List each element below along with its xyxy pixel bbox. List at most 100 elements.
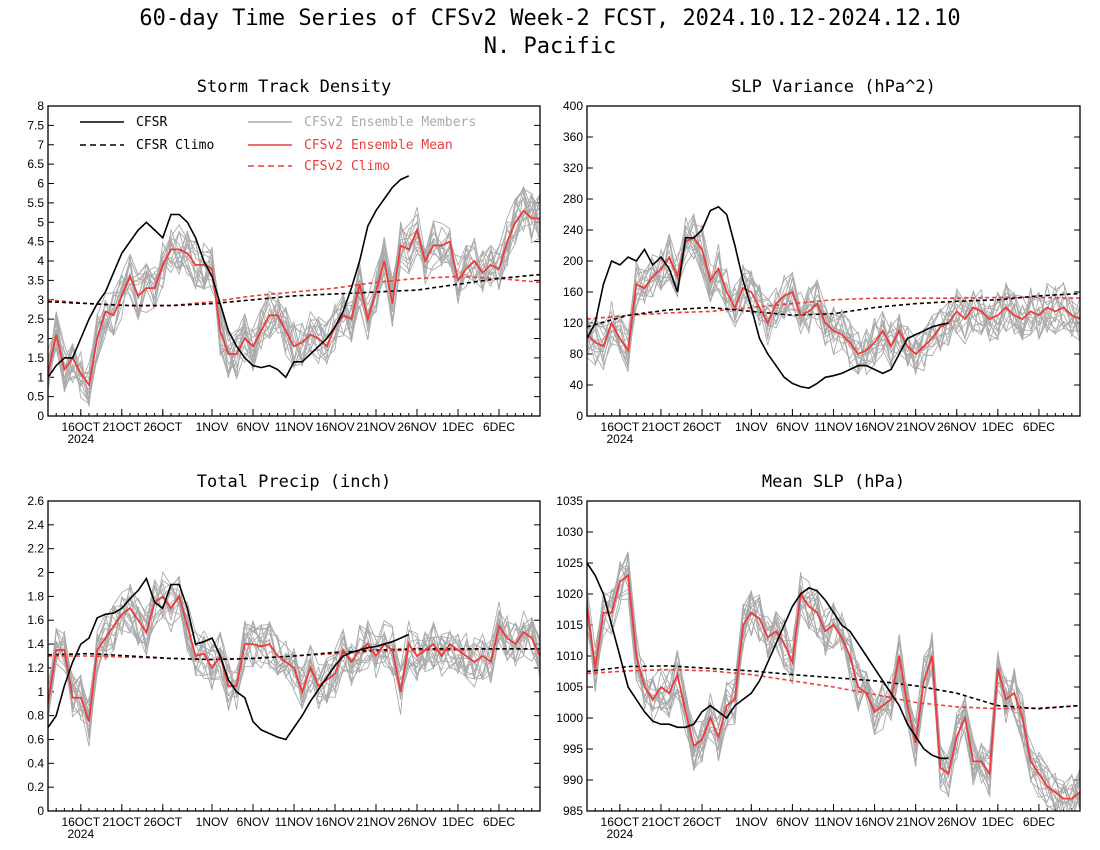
y-tick-label: 3.5 xyxy=(27,273,44,287)
panel-storm-track-density: Storm Track Density 0 0.5 1 1.5 2 2.5 3 3.5 4 4.5 5… xyxy=(27,77,541,446)
ensemble-member-line xyxy=(587,246,1080,371)
y-tick-label: 6.5 xyxy=(27,157,44,171)
x-tick-label: 1NOV xyxy=(735,420,768,434)
figure-title: 60-day Time Series of CFSv2 Week-2 FCST,… xyxy=(139,6,961,31)
y-tick-label: 1 xyxy=(37,370,44,384)
x-tick-label: 21NOV xyxy=(356,420,395,434)
cfsr-line xyxy=(587,205,949,389)
x-tick-label: 11NOV xyxy=(275,815,313,829)
y-tick-label: 240 xyxy=(563,223,583,237)
x-tick-label: 6DEC xyxy=(1023,815,1055,829)
panel-title: Total Precip (inch) xyxy=(197,472,391,492)
x-tick-label: 1DEC xyxy=(982,815,1014,829)
panel-slp-variance: SLP Variance (hPa^2) 0 40 80 120 160 200 240 280… xyxy=(563,77,1081,446)
x-tick-label: 16NOV xyxy=(855,815,894,829)
y-tick-label: 1.4 xyxy=(27,637,44,651)
x-tick-label: 6NOV xyxy=(237,815,270,829)
y-tick-label: 1025 xyxy=(556,556,583,570)
x-tick-label: 16NOV xyxy=(315,815,354,829)
cfsr-line xyxy=(48,576,410,741)
y-tick-label: 1020 xyxy=(556,587,583,601)
ensemble-member-line xyxy=(587,244,1080,367)
panel-title: SLP Variance (hPa^2) xyxy=(731,77,936,97)
x-tick-label: 21OCT xyxy=(102,420,141,434)
x-tick-label: 1DEC xyxy=(982,420,1014,434)
x-tick-label: 11NOV xyxy=(275,420,313,434)
y-tick-label: 2.6 xyxy=(27,494,44,508)
ensemble-mean-line xyxy=(48,594,540,722)
ensemble-member-line xyxy=(587,231,1080,367)
panel-title: Storm Track Density xyxy=(197,77,391,97)
x-tick-label: 1DEC xyxy=(442,420,474,434)
cfsr-climo-line xyxy=(48,273,540,307)
x-tick-label: 16OCT xyxy=(61,815,100,829)
panel-title: Mean SLP (hPa) xyxy=(762,472,905,492)
ensemble-member-line xyxy=(48,592,540,731)
cfsr-line xyxy=(48,175,410,379)
ensemble-member-line xyxy=(48,578,540,718)
y-tick-label: 995 xyxy=(563,742,583,756)
y-tick-label: 160 xyxy=(563,285,583,299)
x-tick-label: 6NOV xyxy=(776,815,809,829)
y-tick-label: 0.4 xyxy=(27,756,44,770)
legend: CFSR CFSR Climo CFSv2 Ensemble Members C… xyxy=(80,115,476,174)
panel-total-precip: Total Precip (inch) 0 0.2 0.4 0.6 0.8 1 1.2 1.4 1… xyxy=(27,472,541,841)
y-tick-label: 0 xyxy=(576,409,583,423)
plot-frame xyxy=(47,500,541,812)
ensemble-member-line xyxy=(587,217,1080,376)
ensemble-member-line xyxy=(587,558,1080,811)
y-tick-label: 320 xyxy=(563,161,583,175)
y-tick-label: 1005 xyxy=(556,680,583,694)
ensemble-mean-line xyxy=(48,209,540,388)
y-tick-label: 1015 xyxy=(556,618,583,632)
x-tick-label: 16OCT xyxy=(601,815,640,829)
legend-label-cfsr-climo: CFSR Climo xyxy=(136,138,214,153)
y-tick-label: 7 xyxy=(37,138,44,152)
x-tick-label: 21NOV xyxy=(356,815,395,829)
legend-label-members: CFSv2 Ensemble Members xyxy=(304,115,476,130)
legend-label-cfsr: CFSR xyxy=(136,115,167,130)
y-tick-label: 40 xyxy=(570,378,584,392)
cfsv2-climo-line xyxy=(587,668,1080,710)
x-tick-label: 1DEC xyxy=(442,815,474,829)
x-tick-label: 6NOV xyxy=(237,420,270,434)
cfsr-climo-line xyxy=(587,292,1080,328)
ensemble-member-line xyxy=(48,200,540,407)
y-tick-label: 2.4 xyxy=(27,518,44,532)
y-tick-label: 985 xyxy=(563,804,583,818)
y-tick-label: 0 xyxy=(37,804,44,818)
cfsr-line xyxy=(587,562,949,760)
y-tick-label: 1 xyxy=(37,685,44,699)
cfsr-climo-line xyxy=(587,665,1080,710)
ensemble-member-line xyxy=(587,563,1080,805)
x-tick-label: 26OCT xyxy=(143,420,182,434)
y-tick-label: 1035 xyxy=(556,494,583,508)
legend-label-ens-mean: CFSv2 Ensemble Mean xyxy=(304,138,453,153)
panel-mean-slp: Mean SLP (hPa) 985 990 995 1000 1005 1010 1015 1… xyxy=(556,472,1081,841)
y-tick-label: 0.8 xyxy=(27,709,44,723)
y-tick-label: 0.6 xyxy=(27,732,44,746)
y-tick-label: 2 xyxy=(37,566,44,580)
x-tick-label: 1NOV xyxy=(735,815,768,829)
x-tick-label: 1NOV xyxy=(196,815,229,829)
plot-frame xyxy=(47,105,541,417)
y-tick-label: 990 xyxy=(563,773,583,787)
y-tick-label: 2.2 xyxy=(27,542,44,556)
ensemble-mean-line xyxy=(587,573,1080,800)
y-tick-label: 5.5 xyxy=(27,196,44,210)
cfsv2-climo-line xyxy=(587,296,1080,320)
x-tick-sublabel: 2024 xyxy=(67,827,94,841)
y-tick-label: 6 xyxy=(37,177,44,191)
ensemble-member-line xyxy=(587,213,1080,370)
cfsr-climo-line xyxy=(48,647,540,661)
x-tick-label: 6DEC xyxy=(483,420,515,434)
y-tick-label: 8 xyxy=(37,99,44,113)
y-tick-label: 120 xyxy=(563,316,583,330)
y-tick-label: 1.6 xyxy=(27,613,44,627)
x-tick-label: 21OCT xyxy=(642,815,681,829)
x-tick-label: 1NOV xyxy=(196,420,229,434)
y-tick-label: 1.2 xyxy=(27,661,44,675)
x-tick-label: 16OCT xyxy=(61,420,100,434)
x-tick-label: 21OCT xyxy=(642,420,681,434)
